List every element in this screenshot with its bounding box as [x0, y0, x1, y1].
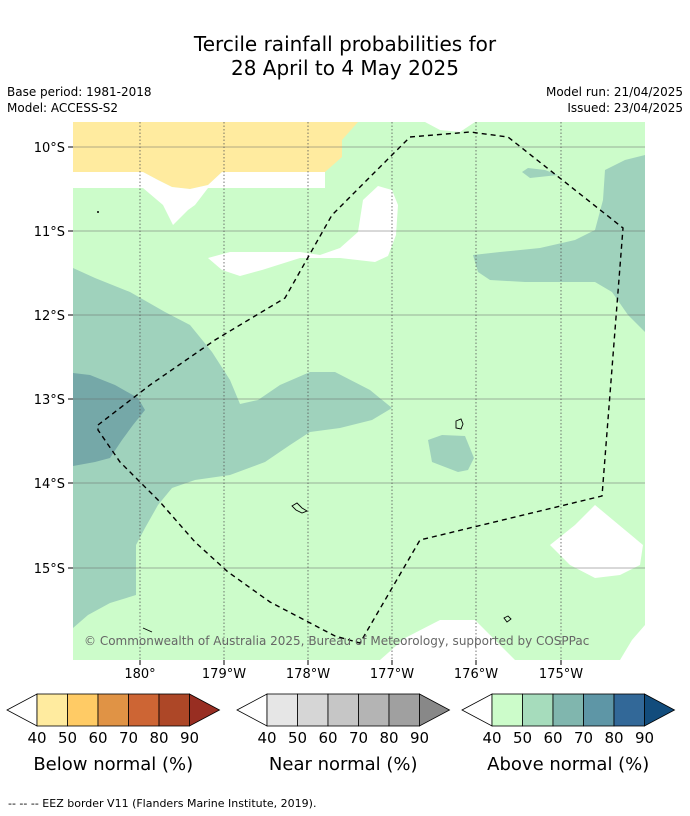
- eez-footnote: -- -- -- EEZ border V11 (Flanders Marine…: [8, 797, 317, 810]
- island-b: [291, 502, 309, 514]
- above-normal-legend-title: Above normal (%): [487, 754, 649, 775]
- above-normal-legend-tick: 70: [574, 729, 593, 747]
- lat-label: 15°S: [34, 562, 65, 577]
- below-normal-legend-low-extend: [6, 693, 38, 727]
- lat-label: 12°S: [34, 309, 65, 324]
- lat-label: 14°S: [34, 477, 65, 492]
- island-d: [142, 627, 153, 633]
- issued-date: Issued: 23/04/2025: [567, 101, 683, 115]
- near-normal-region-south: [380, 620, 515, 660]
- probability-map: © Commonwealth of Australia 2025, Bureau…: [73, 122, 645, 660]
- near-normal-legend-high-extend: [419, 693, 451, 727]
- near-normal-legend-tick: 40: [257, 729, 276, 747]
- lon-label: 180°: [124, 667, 155, 682]
- lon-label: 176°W: [454, 667, 498, 682]
- below-normal-legend-tick: 60: [88, 729, 107, 747]
- above-normal-legend-swatch: [613, 693, 645, 727]
- island-a: [455, 418, 464, 430]
- meridians: [139, 122, 562, 660]
- below-normal-legend-swatch: [67, 693, 99, 727]
- near-normal-legend-tick: 80: [379, 729, 398, 747]
- near-normal-legend: 40 50 60 70 80 90 Near normal (%): [236, 693, 451, 775]
- near-normal-legend-swatch: [358, 693, 390, 727]
- lon-label: 175°W: [539, 667, 583, 682]
- below-normal-legend-swatch: [128, 693, 160, 727]
- above-normal-legend-tick: 40: [482, 729, 501, 747]
- title-line-1: Tercile rainfall probabilities for: [193, 32, 497, 56]
- near-normal-legend-swatch: [297, 693, 329, 727]
- above-normal-legend-swatch: [583, 693, 615, 727]
- above-normal-50-region-west: [73, 268, 392, 628]
- near-normal-legend-title: Near normal (%): [269, 754, 418, 775]
- title-line-2: 28 April to 4 May 2025: [231, 56, 459, 80]
- near-normal-region-ne: [425, 122, 475, 132]
- above-normal-legend: 40 50 60 70 80 90 Above normal (%): [461, 693, 676, 775]
- below-normal-legend-tick: 40: [27, 729, 46, 747]
- near-normal-region-corner: [620, 625, 645, 660]
- model-name: Model: ACCESS-S2: [7, 101, 119, 115]
- lat-label: 10°S: [34, 141, 65, 156]
- lon-label: 179°W: [202, 667, 246, 682]
- below-normal-40-region: [73, 122, 358, 189]
- above-normal-legend-tick: 80: [604, 729, 623, 747]
- above-normal-legend-swatch: [522, 693, 554, 727]
- above-normal-legend-swatch: [552, 693, 584, 727]
- near-normal-legend-tick: 50: [288, 729, 307, 747]
- lat-label: 13°S: [34, 393, 65, 408]
- above-normal-legend-tick: 50: [513, 729, 532, 747]
- above-normal-50-region-island: [428, 435, 474, 472]
- near-normal-legend-low-extend: [236, 693, 268, 727]
- lon-label: 177°W: [370, 667, 414, 682]
- near-normal-legend-tick: 90: [410, 729, 429, 747]
- above-normal-legend-tick: 90: [635, 729, 654, 747]
- below-normal-legend: 40 50 60 70 80 90 Below normal (%): [6, 693, 221, 775]
- base-period: Base period: 1981-2018: [7, 85, 152, 99]
- copyright-text: © Commonwealth of Australia 2025, Bureau…: [84, 634, 589, 648]
- eez-border: [97, 131, 624, 644]
- near-normal-legend-tick: 60: [318, 729, 337, 747]
- graticule: [73, 146, 645, 569]
- above-normal-legend-high-extend: [644, 693, 676, 727]
- above-normal-50-region-east: [473, 155, 645, 332]
- near-normal-legend-swatch: [388, 693, 420, 727]
- above-normal-50-region-small: [522, 168, 558, 178]
- near-normal-legend-tick: 70: [349, 729, 368, 747]
- below-normal-legend-high-extend: [189, 693, 221, 727]
- lon-label: 178°W: [286, 667, 330, 682]
- near-normal-region-se: [550, 505, 643, 578]
- below-normal-legend-swatch: [36, 693, 68, 727]
- above-normal-legend-low-extend: [461, 693, 493, 727]
- below-normal-legend-tick: 50: [58, 729, 77, 747]
- near-normal-region-center: [208, 186, 398, 276]
- near-normal-legend-swatch: [327, 693, 359, 727]
- below-normal-legend-swatch: [158, 693, 190, 727]
- colorbar-legends: 40 50 60 70 80 90 Below normal (%) 40 50 60 70 80 90…: [6, 693, 676, 775]
- lat-label: 11°S: [34, 225, 65, 240]
- near-normal-legend-swatch: [266, 693, 298, 727]
- model-run: Model run: 21/04/2025: [545, 85, 683, 99]
- below-normal-legend-title: Below normal (%): [33, 754, 193, 775]
- above-normal-legend-tick: 60: [543, 729, 562, 747]
- below-normal-legend-swatch: [97, 693, 129, 727]
- island-e: [97, 211, 99, 213]
- axis-ticks: [68, 146, 562, 665]
- below-normal-legend-tick: 70: [119, 729, 138, 747]
- above-normal-60-region: [73, 373, 145, 466]
- island-c: [503, 615, 512, 623]
- below-normal-legend-tick: 80: [149, 729, 168, 747]
- longitude-labels: 180° 179°W 178°W 177°W 176°W 175°W: [124, 667, 583, 682]
- latitude-labels: 10°S 11°S 12°S 13°S 14°S 15°S: [34, 141, 65, 577]
- above-normal-legend-swatch: [491, 693, 523, 727]
- near-normal-region-north: [73, 172, 325, 225]
- below-normal-legend-tick: 90: [180, 729, 199, 747]
